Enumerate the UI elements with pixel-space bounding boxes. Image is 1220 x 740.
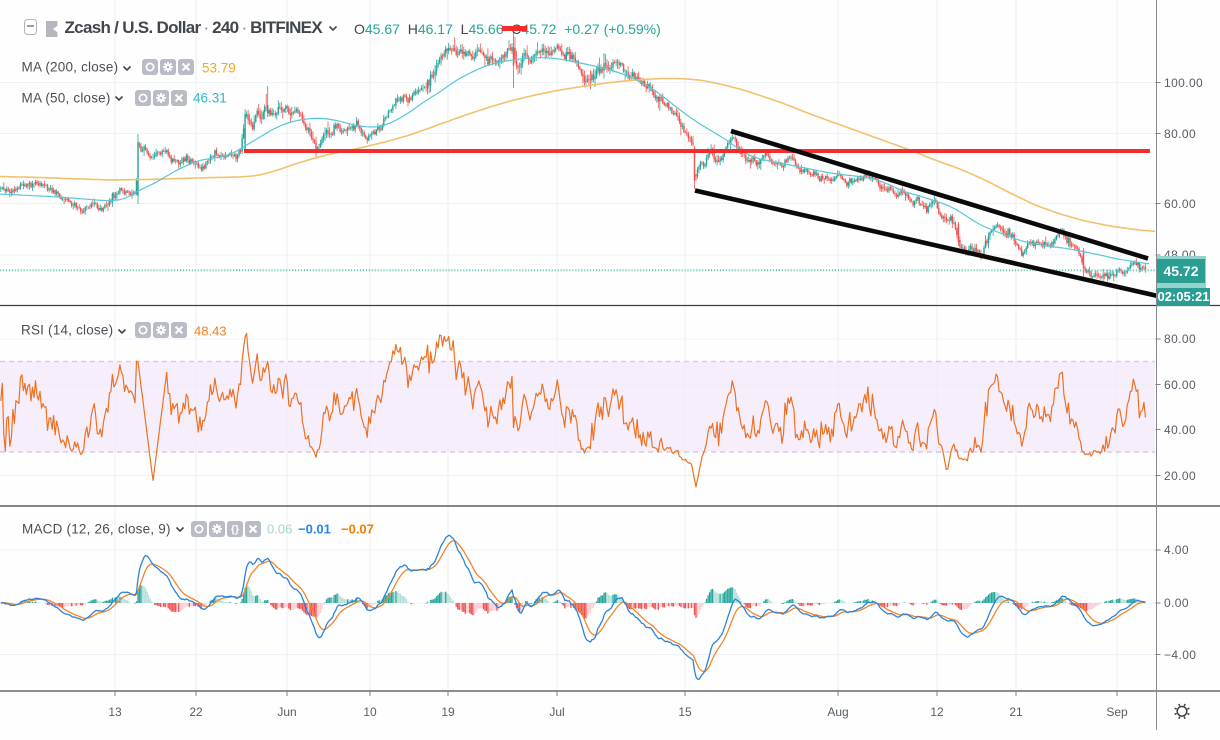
svg-text:{}: {}	[231, 523, 239, 535]
